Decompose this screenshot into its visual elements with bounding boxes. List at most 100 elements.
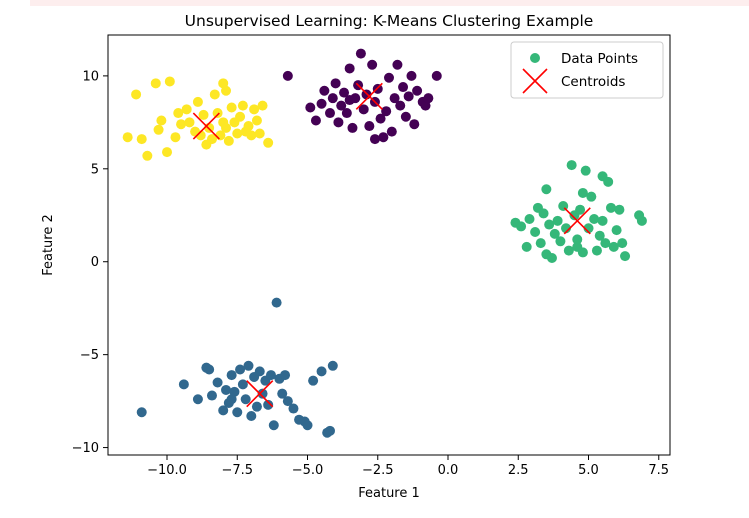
data-point [324,425,335,436]
data-point [395,100,406,111]
data-point [398,82,409,93]
data-point [198,109,209,120]
data-point [265,370,276,381]
x-tick-label: −5.0 [292,463,324,478]
data-point [364,121,375,132]
data-point [218,405,229,416]
data-point [136,407,147,418]
data-point [181,104,192,115]
data-point [257,388,268,399]
data-point [243,360,254,371]
data-point [603,176,614,187]
data-point [367,59,378,70]
data-point [221,85,232,96]
data-point [358,104,369,115]
centroid-stroke [563,207,591,235]
data-point [271,297,282,308]
data-point [561,223,572,234]
data-point [586,191,597,202]
data-point [150,78,161,89]
data-point [246,410,257,421]
data-point [324,108,335,119]
data-point [538,208,549,219]
data-point [162,147,173,158]
y-tick-label: −5 [80,348,99,363]
data-point [406,70,417,81]
data-point [136,134,147,145]
data-point [572,234,583,245]
y-tick-label: 5 [91,162,99,177]
data-point [344,95,355,106]
top-highlight-bar [30,0,749,6]
axes-layer: −10.0 −7.5 −5.0 −2.5 0.0 2.5 5.0 7.5 −10 −5 0 5 10 [72,34,671,478]
centroid-marker [563,207,591,235]
data-point [355,48,366,59]
data-point [232,407,243,418]
x-tick-label: −2.5 [362,463,394,478]
data-point [327,360,338,371]
data-point [226,394,237,405]
legend: Data Points Centroids [510,41,664,99]
data-point [305,102,316,113]
data-point [206,134,217,145]
data-point [316,366,327,377]
data-point [282,70,293,81]
data-point [516,221,527,232]
data-point [566,160,577,171]
data-point [617,238,628,249]
data-point [386,126,397,137]
data-point [218,117,229,128]
data-point [282,396,293,407]
legend-box [510,41,664,99]
data-point [431,70,442,81]
data-point [620,251,631,262]
data-point [176,119,187,130]
data-point [254,366,265,377]
data-point [546,253,557,264]
data-point [392,59,403,70]
data-point [412,85,423,96]
data-point [237,379,248,390]
data-point [524,213,535,224]
data-point [389,93,400,104]
data-point [614,204,625,215]
data-point [552,215,563,226]
data-point [206,390,217,401]
legend-label: Data Points [561,51,638,67]
data-point [249,104,260,115]
data-point [277,388,288,399]
data-point [226,370,237,381]
centroids-layer [192,82,591,408]
data-point [235,111,246,122]
data-point [530,226,541,237]
data-point [575,204,586,215]
data-point [251,401,262,412]
data-point [212,108,223,119]
data-point [597,215,608,226]
data-point [339,87,350,98]
data-point [369,134,380,145]
data-point [131,89,142,100]
data-point [142,150,153,161]
data-point [549,228,560,239]
axes-frame [107,34,671,456]
data-point [577,187,588,198]
centroid-stroke [192,112,220,140]
legend-marker-x [522,68,548,94]
data-point [316,98,327,109]
data-point [521,241,532,252]
data-point [173,108,184,119]
data-point [164,76,175,87]
data-point [235,364,246,375]
data-point [341,108,352,119]
x-tick-label: 2.5 [508,463,529,478]
data-point [156,115,167,126]
data-point [555,236,566,247]
data-point [268,420,279,431]
data-point [310,115,321,126]
data-point [302,420,313,431]
data-point [243,121,254,132]
data-point [184,117,195,128]
centroid-stroke [246,380,274,408]
data-point [384,72,394,83]
